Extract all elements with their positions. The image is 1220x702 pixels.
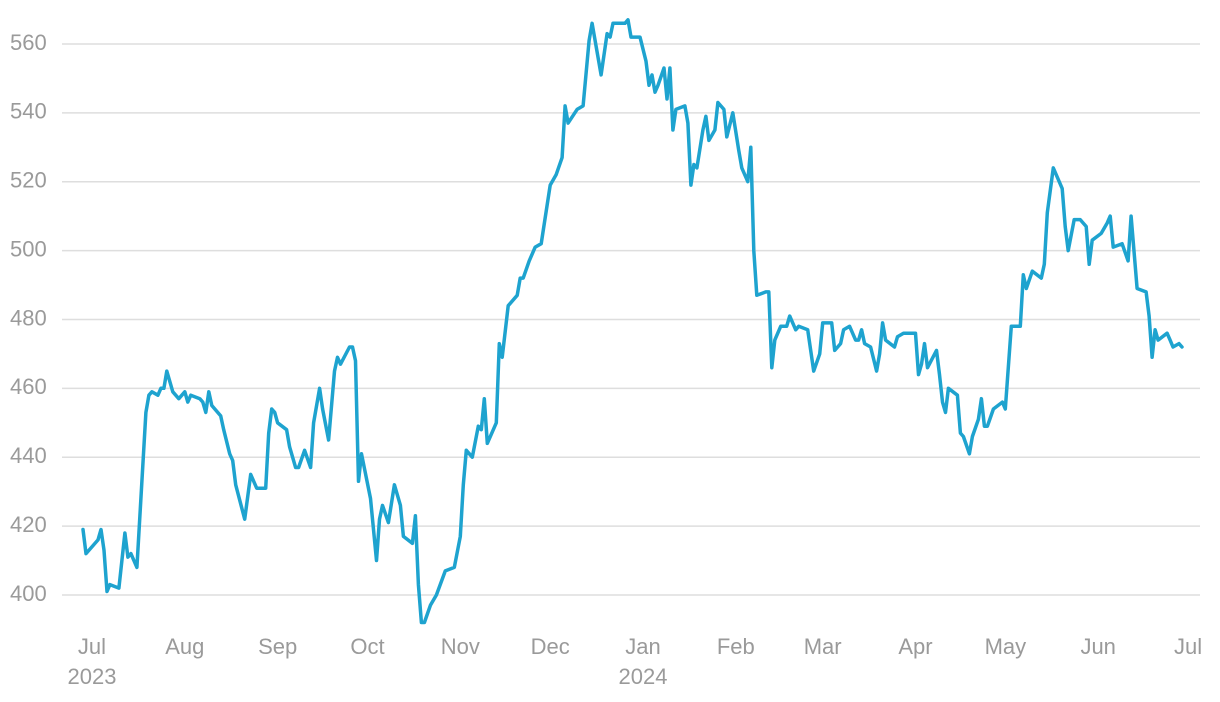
x-tick-label: Mar [804,634,842,659]
y-tick-label: 420 [10,512,47,537]
x-tick-label: Oct [350,634,384,659]
y-tick-label: 540 [10,99,47,124]
y-tick-label: 400 [10,581,47,606]
x-year-label: 2023 [68,664,117,689]
x-tick-label: Jul [78,634,106,659]
y-tick-label: 440 [10,443,47,468]
x-tick-label: Jul [1174,634,1202,659]
x-tick-label: Feb [717,634,755,659]
x-tick-label: Apr [898,634,932,659]
x-tick-label: Jun [1080,634,1115,659]
y-tick-label: 480 [10,305,47,330]
x-tick-label: May [985,634,1027,659]
x-tick-label: Aug [165,634,204,659]
y-tick-label: 460 [10,374,47,399]
x-tick-label: Sep [258,634,297,659]
x-year-label: 2024 [619,664,668,689]
y-tick-label: 500 [10,236,47,261]
y-tick-label: 560 [10,30,47,55]
x-tick-label: Jan [625,634,660,659]
y-tick-label: 520 [10,168,47,193]
x-tick-label: Dec [531,634,570,659]
x-tick-label: Nov [441,634,480,659]
line [81,18,1184,625]
